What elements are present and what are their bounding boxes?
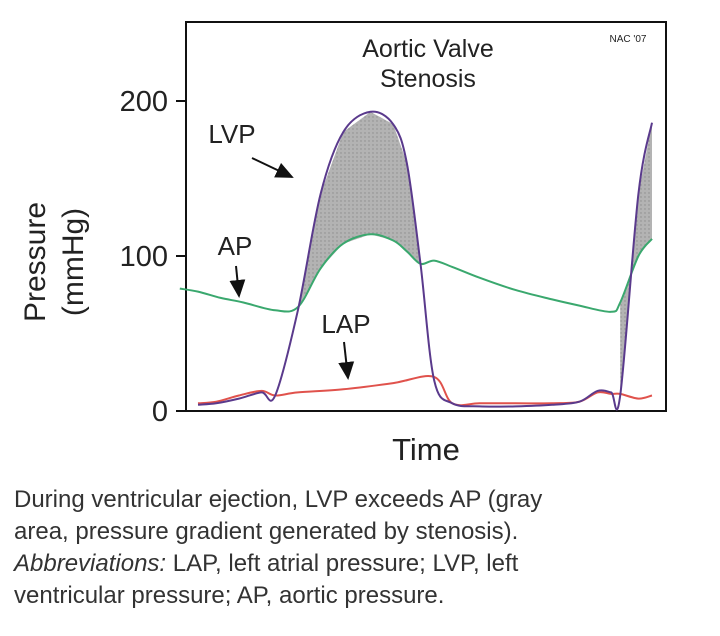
shaded-gradient-area [297,112,652,396]
annotation-lap: LAP [321,309,370,339]
annotation-ap: AP [218,231,253,261]
y-axis: 0 100 200 [120,86,186,428]
y-axis-label-line-1: Pressure [19,202,52,322]
watermark-text: NAC '07 [610,34,647,45]
caption-line-4: ventricular pressure; AP, aortic pressur… [14,582,445,609]
y-tick-label-100: 100 [120,241,168,273]
pressure-chart: 0 100 200 Aortic Valve Stenosis NAC '07 Pr… [19,21,667,467]
series-lines [179,110,653,411]
annotation-lvp: LVP [208,119,255,149]
caption-line-2: area, pressure gradient generated by ste… [14,518,519,545]
figure-caption: During ventricular ejection, LVP exceeds… [14,484,709,612]
y-tick-label-200: 200 [120,86,168,118]
series-line-lvp [197,110,653,411]
annotation-lap-arrow [338,341,355,380]
series-line-lap [197,375,653,407]
shaded-gradient-region-1 [297,112,421,311]
annotation-lvp-arrow [251,157,294,178]
caption-abbreviations-label: Abbreviations: [14,550,167,577]
y-tick-label-0: 0 [152,396,168,428]
caption-line-1: During ventricular ejection, LVP exceeds… [14,486,543,513]
series-line-ap [179,233,653,313]
chart-title-line-1: Aortic Valve [362,35,494,63]
annotation-ap-arrow [229,265,246,298]
y-axis-label-line-2: (mmHg) [57,208,90,316]
plot-frame [185,21,667,412]
caption-line-3: Abbreviations: LAP, left atrial pressure… [14,548,709,580]
caption-line-3-text: LAP, left atrial pressure; LVP, left [166,550,519,577]
x-axis-label: Time [392,432,460,467]
chart-title-line-2: Stenosis [380,65,476,93]
